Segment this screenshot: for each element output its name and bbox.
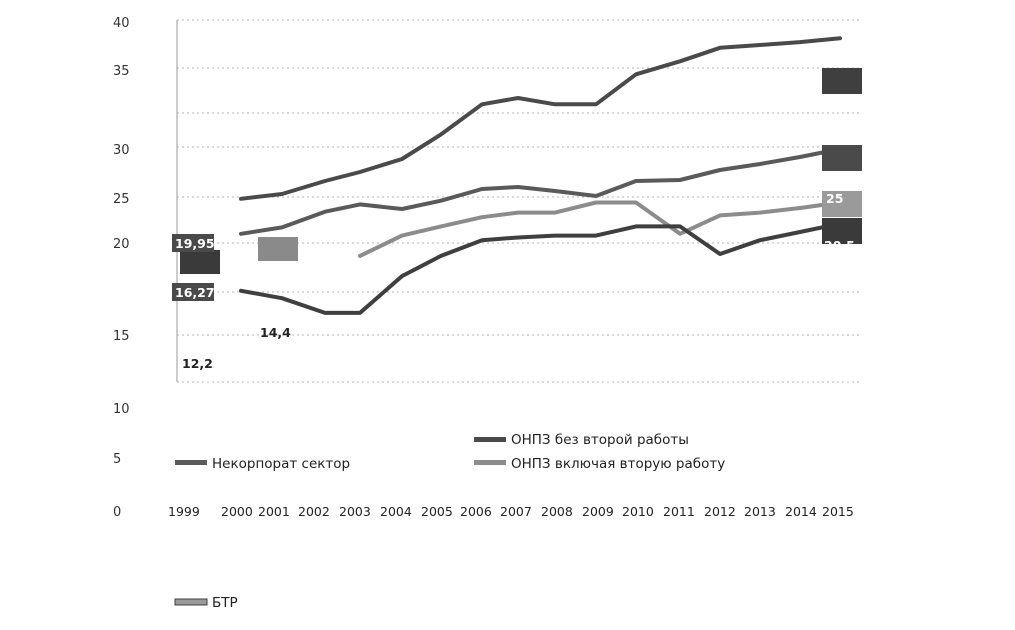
legend-label: Некорпорат сектор [212,456,350,472]
x-tick-label: 2006 [460,504,492,519]
y-tick-label: 10 [113,402,130,417]
label-box-16-27 [172,283,214,301]
y-tick-label: 35 [113,64,130,79]
legend-swatch [474,437,506,442]
series-line-btr [239,221,842,315]
marker-btr-start [180,250,220,274]
x-tick-label: 2014 [785,504,817,519]
y-tick-label: 5 [113,452,121,467]
annotation-16-27: 16,27 [175,285,215,300]
legend: ОНПЗ без второй работы Некорпорат сектор… [174,432,725,611]
x-tick-labels: 1999 2000 2001 2002 2003 2004 2005 2006 … [168,504,854,519]
legend-item-onpz-with-second: ОНПЗ включая вторую работу [474,456,725,472]
y-tick-label: 40 [113,16,130,31]
markers [172,68,862,301]
legend-label: БТР [212,595,238,611]
x-tick-label: 1999 [168,504,200,519]
legend-item-nekorporat: Некорпорат сектор [175,456,350,472]
marker-onpz-with-second-end [822,191,862,217]
x-tick-label: 2010 [622,504,654,519]
annotation-14-4: 14,4 [260,325,291,340]
y-tick-labels: 40 35 30 25 20 15 10 5 0 [113,16,130,520]
annotation-20-5: 20,5 [824,238,855,253]
x-tick-label: 2003 [339,504,371,519]
y-tick-label: 15 [113,329,130,344]
x-tick-label: 2015 [822,504,854,519]
annotations: 19,95 16,27 12,2 14,4 25 20,5 [175,191,855,371]
x-tick-label: 2000 [221,504,253,519]
legend-swatch [174,598,208,606]
y-tick-label: 30 [113,143,130,158]
x-tick-label: 2001 [258,504,290,519]
x-tick-label: 2008 [541,504,573,519]
series-layer [239,36,842,315]
legend-label: ОНПЗ без второй работы [511,432,689,448]
marker-btr-end [822,218,862,244]
x-tick-label: 2002 [298,504,330,519]
label-box-19-95 [172,234,214,252]
legend-item-btr: БТР [174,595,238,611]
marker-onpz-with-second-start [258,237,298,261]
x-tick-label: 2004 [380,504,412,519]
x-tick-label: 2011 [663,504,695,519]
legend-item-onpz-no-second: ОНПЗ без второй работы [474,432,689,448]
x-tick-label: 2013 [744,504,776,519]
legend-swatch [474,460,506,465]
annotation-25: 25 [826,191,843,206]
marker-nekorporat-end [822,145,862,171]
annotation-12-2: 12,2 [182,356,213,371]
series-line-onpz_no_second [239,36,842,201]
x-tick-label: 2012 [704,504,736,519]
annotation-19-95: 19,95 [175,236,215,251]
x-tick-label: 2007 [500,504,532,519]
series-line-nekorporat [239,147,842,236]
marker-onpz-no-second-end [822,68,862,94]
x-tick-label: 2005 [421,504,453,519]
y-tick-label: 0 [113,505,121,520]
legend-swatch [175,460,207,465]
legend-label: ОНПЗ включая вторую работу [511,456,725,472]
y-tick-label: 25 [113,192,130,207]
series-line-onpz_with_second [358,200,842,258]
y-tick-label: 20 [113,237,130,252]
x-tick-label: 2009 [582,504,614,519]
